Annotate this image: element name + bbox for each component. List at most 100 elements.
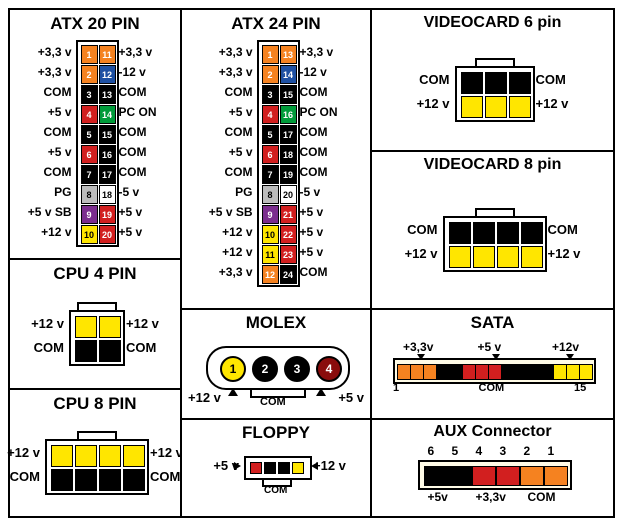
vc6-pin-1 xyxy=(461,72,483,94)
cpu8-pin-7 xyxy=(99,469,121,491)
panel-floppy: FLOPPY+5 v+12 vCOM xyxy=(180,418,372,518)
cpu8-connector xyxy=(45,439,149,495)
atx20-right-9: +5 v xyxy=(119,225,143,239)
atx24-left-10: +12 v xyxy=(222,245,252,259)
sata-bl: 1 xyxy=(393,382,399,394)
atx20-left-1: +3,3 v xyxy=(38,65,72,79)
vc6-pin-2 xyxy=(485,72,507,94)
panel-molex: MOLEX1234+12 v+5 vCOM xyxy=(180,308,372,420)
atx20-pin-19: 19 xyxy=(99,205,116,224)
atx20-pin-17: 17 xyxy=(99,165,116,184)
sata-pin-1 xyxy=(397,364,411,380)
atx20-pin-16: 16 xyxy=(99,145,116,164)
aux-pin-5 xyxy=(448,466,472,486)
atx20-pin-13: 13 xyxy=(99,85,116,104)
atx20-right-0: +3,3 v xyxy=(119,45,153,59)
sata-arrow-1 xyxy=(492,354,500,360)
aux-pin-2 xyxy=(520,466,544,486)
cpu4-lbl-left_t: +12 v xyxy=(31,316,64,331)
aux-bot-1: +3,3v xyxy=(476,490,506,504)
atx24-left-5: +5 v xyxy=(229,145,253,159)
floppy-com: COM xyxy=(264,485,287,496)
sata-com: COM xyxy=(479,382,505,394)
atx20-pin-11: 11 xyxy=(99,45,116,64)
sata-br: 15 xyxy=(574,382,586,394)
molex-body: 1234 xyxy=(206,346,350,390)
aux-num-1: 1 xyxy=(548,444,555,458)
atx20-pin-9: 9 xyxy=(81,205,98,224)
atx24-pin-20: 20 xyxy=(280,185,297,204)
atx24-pin-9: 9 xyxy=(262,205,279,224)
atx20-pin-15: 15 xyxy=(99,125,116,144)
vc8-pin-1 xyxy=(449,222,471,244)
atx24-right-11: COM xyxy=(300,265,328,279)
atx24-right-4: COM xyxy=(300,125,328,139)
vc6-lbl-right_t: COM xyxy=(536,72,566,87)
sata-pin-10 xyxy=(514,364,528,380)
atx24-pin-3: 3 xyxy=(262,85,279,104)
molex-title: MOLEX xyxy=(182,313,370,333)
atx24-pin-23: 23 xyxy=(280,245,297,264)
sata-top-1: +5 v xyxy=(478,340,502,354)
vc6-lbl-left_t: COM xyxy=(419,72,449,87)
cpu8-pin-2 xyxy=(75,445,97,467)
sata-pin-7 xyxy=(475,364,489,380)
atx20-right-4: COM xyxy=(119,125,147,139)
cpu4-connector xyxy=(69,310,125,366)
panel-vc8: VIDEOCARD 8 pinCOM+12 vCOM+12 v xyxy=(370,150,615,310)
sata-pin-13 xyxy=(553,364,567,380)
floppy-pin-2 xyxy=(264,462,276,474)
cpu8-lbl-left_b: COM xyxy=(10,469,40,484)
vc8-pin-8 xyxy=(521,246,543,268)
atx24-right-1: -12 v xyxy=(300,65,327,79)
atx20-pin-2: 2 xyxy=(81,65,98,84)
molex-arrow-right xyxy=(316,388,326,396)
atx24-left-11: +3,3 v xyxy=(219,265,253,279)
sata-pin-12 xyxy=(540,364,554,380)
floppy-body xyxy=(244,456,312,480)
atx20-pin-6: 6 xyxy=(81,145,98,164)
atx20-right-8: +5 v xyxy=(119,205,143,219)
atx24-pin-8: 8 xyxy=(262,185,279,204)
atx24-right-9: +5 v xyxy=(300,225,324,239)
atx20-pin-18: 18 xyxy=(99,185,116,204)
vc8-pin-5 xyxy=(449,246,471,268)
atx24-pin-1: 1 xyxy=(262,45,279,64)
sata-pin-3 xyxy=(423,364,437,380)
atx20-left-6: COM xyxy=(44,165,72,179)
molex-left: +12 v xyxy=(188,390,221,405)
atx24-left-6: COM xyxy=(225,165,253,179)
sata-pin-15 xyxy=(579,364,593,380)
vc6-clip xyxy=(475,58,515,68)
atx24-pin-24: 24 xyxy=(280,265,297,284)
atx20-pin-1: 1 xyxy=(81,45,98,64)
atx20-right-2: COM xyxy=(119,85,147,99)
atx24-left-2: COM xyxy=(225,85,253,99)
atx20-left-2: COM xyxy=(44,85,72,99)
aux-title: AUX Connector xyxy=(372,423,613,441)
atx24-right-7: -5 v xyxy=(300,185,321,199)
atx24-left-0: +3,3 v xyxy=(219,45,253,59)
cpu4-pin-1 xyxy=(75,316,97,338)
atx24-pin-18: 18 xyxy=(280,145,297,164)
aux-pin-6 xyxy=(424,466,448,486)
atx20-pin-5: 5 xyxy=(81,125,98,144)
atx24-right-2: COM xyxy=(300,85,328,99)
sata-pin-9 xyxy=(501,364,515,380)
vc8-lbl-right_t: COM xyxy=(548,222,578,237)
vc8-title: VIDEOCARD 8 pin xyxy=(372,156,613,174)
atx24-pin-22: 22 xyxy=(280,225,297,244)
sata-pin-14 xyxy=(566,364,580,380)
atx24-pin-2: 2 xyxy=(262,65,279,84)
cpu8-lbl-right_t: +12 v xyxy=(150,445,183,460)
vc8-lbl-left_t: COM xyxy=(407,222,437,237)
vc8-lbl-left_b: +12 v xyxy=(405,246,438,261)
cpu4-lbl-right_t: +12 v xyxy=(126,316,159,331)
panel-aux: AUX Connector654321+5v+3,3vCOM xyxy=(370,418,615,518)
panel-cpu4: CPU 4 PIN+12 vCOM+12 vCOM xyxy=(8,258,182,390)
molex-pin-2: 2 xyxy=(252,356,278,382)
atx24-pin-15: 15 xyxy=(280,85,297,104)
sata-pin-4 xyxy=(436,364,450,380)
atx24-right-3: PC ON xyxy=(300,105,338,119)
aux-bot-0: +5v xyxy=(428,490,448,504)
